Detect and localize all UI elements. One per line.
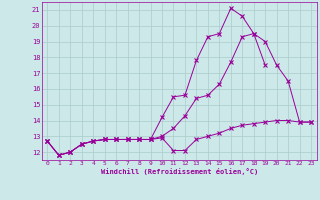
X-axis label: Windchill (Refroidissement éolien,°C): Windchill (Refroidissement éolien,°C) — [100, 168, 258, 175]
